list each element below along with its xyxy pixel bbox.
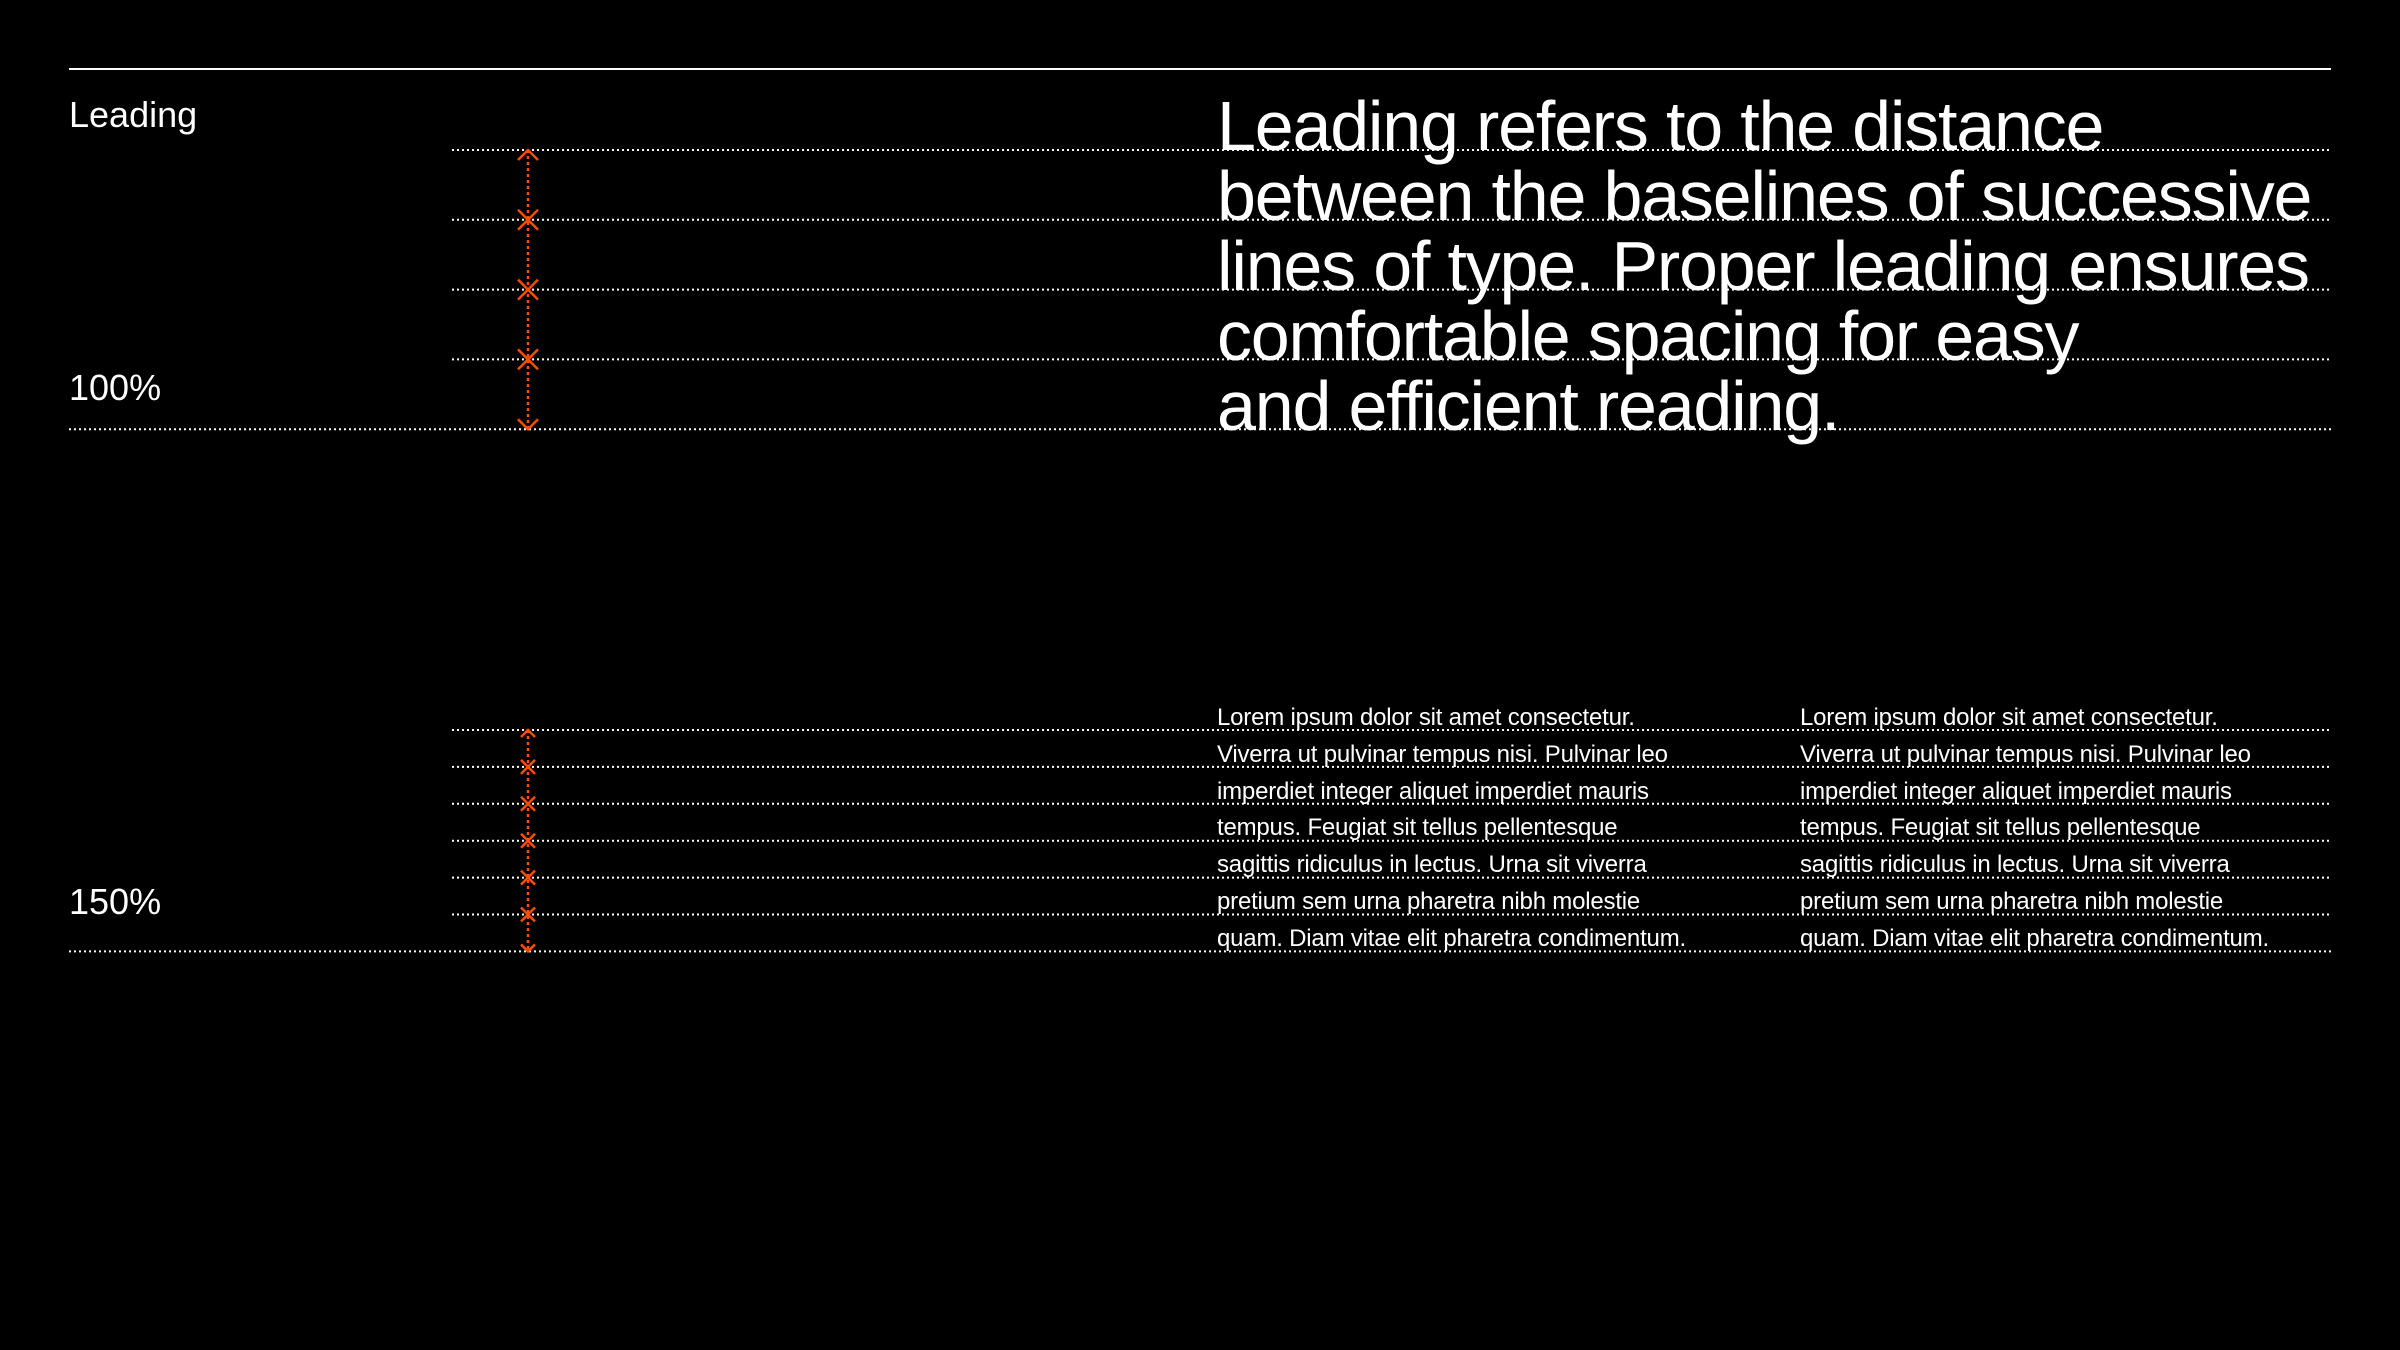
text-line: sagittis ridiculus in lectus. Urna sit v… [1217,851,1647,879]
section-title: Leading [69,94,198,135]
text-line: pretium sem urna pharetra nibh molestie [1217,887,1641,915]
arrow-down-icon [520,943,536,954]
text-line: lines of type. Proper leading ensures [1217,227,2310,305]
text-line: and efficient reading. [1217,367,1840,445]
text-line: pretium sem urna pharetra nibh molestie [1800,887,2224,915]
cross-marker-icon [517,208,539,231]
cross-marker-icon [517,348,539,371]
text-line: Lorem ipsum dolor sit amet consectetur. [1217,704,1635,731]
cross-marker-icon [520,869,536,886]
arrow-up-icon [520,728,536,738]
cross-marker-icon [517,278,539,301]
leading-label-100: 100% [69,367,162,408]
sample-text-150-col2: Lorem ipsum dolor sit amet consectetur. V… [1800,700,2269,958]
text-line: Viverra ut pulvinar tempus nisi. Pulvina… [1800,740,2251,768]
text-line: quam. Diam vitae elit pharetra condiment… [1217,924,1686,952]
sample-text-150-col1: Lorem ipsum dolor sit amet consectetur. V… [1217,700,1686,958]
cross-marker-icon [520,906,536,923]
sample-text-100: Leading refers to the distance between th… [1217,87,2312,445]
text-line: Leading refers to the distance [1217,87,2104,165]
text-line: tempus. Feugiat sit tellus pellentesque [1800,814,2201,842]
text-line: Lorem ipsum dolor sit amet consectetur. [1800,704,2218,731]
text-line: imperdiet integer aliquet imperdiet maur… [1217,777,1649,805]
text-line: imperdiet integer aliquet imperdiet maur… [1800,777,2232,805]
text-line: quam. Diam vitae elit pharetra condiment… [1800,924,2269,952]
text-line: between the baselines of successive [1217,157,2312,235]
cross-marker-icon [520,795,536,812]
text-line: sagittis ridiculus in lectus. Urna sit v… [1800,851,2230,879]
text-line: tempus. Feugiat sit tellus pellentesque [1217,814,1618,842]
cross-marker-icon [520,832,536,849]
arrow-up-icon [517,148,539,161]
leading-label-150: 150% [69,881,162,922]
cross-marker-icon [520,759,536,775]
text-line: comfortable spacing for easy [1217,297,2079,375]
arrow-down-icon [517,418,539,431]
text-line: Viverra ut pulvinar tempus nisi. Pulvina… [1217,740,1668,768]
